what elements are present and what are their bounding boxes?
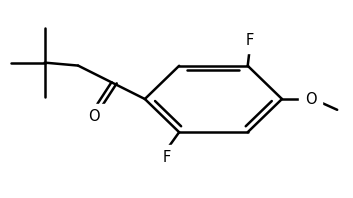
Text: F: F: [163, 150, 171, 165]
Text: F: F: [245, 33, 253, 48]
Text: O: O: [305, 91, 317, 107]
Text: O: O: [88, 109, 100, 124]
